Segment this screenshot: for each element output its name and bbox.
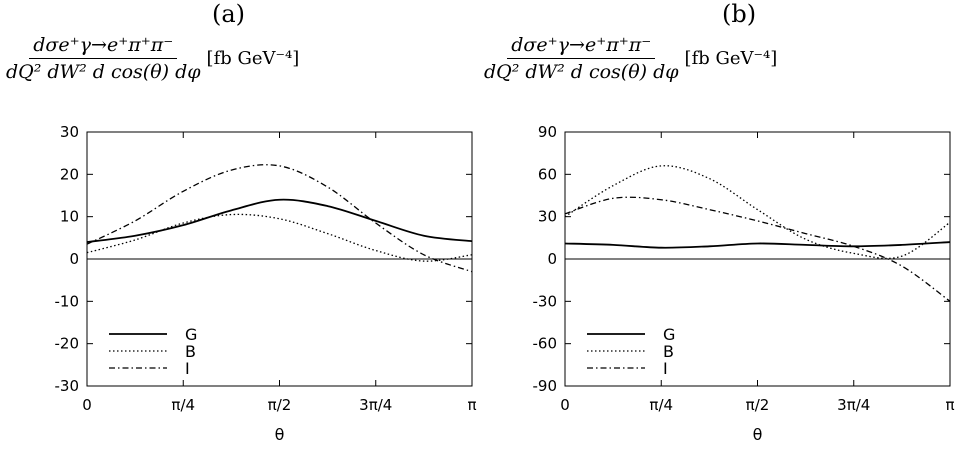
legend-label-i: I (185, 359, 190, 378)
y-axis-label-denominator: dQ² dW² d cos(θ) dφ (6, 61, 201, 83)
x-axis-label: θ (753, 425, 763, 444)
series-line-i (564, 196, 951, 302)
x-tick-label: 3π/4 (837, 396, 870, 414)
y-tick-label: 90 (538, 123, 557, 141)
series-line-g (86, 198, 473, 243)
x-tick-label: 0 (560, 396, 570, 414)
x-tick-label: π/2 (746, 396, 770, 414)
y-axis-label: dσe⁺γ→e⁺π⁺π⁻ dQ² dW² d cos(θ) dφ [fb GeV… (484, 34, 777, 83)
y-axis-unit: [fb GeV⁻⁴] (684, 48, 778, 69)
series-line-i (86, 164, 473, 273)
x-tick-label: π/4 (171, 396, 195, 414)
x-axis-label: θ (275, 425, 285, 444)
x-tick-label: π (467, 396, 476, 414)
series-line-b (86, 213, 473, 262)
y-tick-label: -90 (533, 377, 558, 395)
chart-panel-b: (b) dσe⁺γ→e⁺π⁺π⁻ dQ² dW² d cos(θ) dφ [fb… (478, 0, 956, 450)
y-tick-label: 30 (60, 123, 79, 141)
x-tick-label: 3π/4 (359, 396, 392, 414)
panel-label: (a) (212, 0, 246, 28)
y-tick-label: 60 (538, 165, 557, 183)
panel-label: (b) (722, 0, 757, 28)
y-axis-label-numerator: dσe⁺γ→e⁺π⁺π⁻ (29, 34, 178, 59)
series-line-b (564, 165, 951, 259)
legend-label-b: B (185, 342, 196, 361)
y-tick-label: -60 (533, 335, 558, 353)
x-tick-label: π/4 (649, 396, 673, 414)
chart-svg-a: -30 -20 -10 0 10 20 30 0 π/4 π/2 3π/4 π θ GBI (55, 123, 477, 444)
y-tick-label: 0 (547, 250, 557, 268)
chart-svg-b: -90 -60 -30 0 30 60 90 0 π/4 π/2 3π/4 π θ GBI (533, 123, 955, 444)
legend-label-g: G (663, 325, 675, 344)
y-axis-label: dσe⁺γ→e⁺π⁺π⁻ dQ² dW² d cos(θ) dφ [fb GeV… (6, 34, 299, 83)
y-tick-label: -20 (55, 335, 80, 353)
y-tick-label: -30 (55, 377, 80, 395)
legend-label-b: B (663, 342, 674, 361)
x-tick-label: 0 (82, 396, 92, 414)
series-line-g (564, 241, 951, 249)
y-axis-label-numerator: dσe⁺γ→e⁺π⁺π⁻ (507, 34, 656, 59)
y-tick-label: 30 (538, 208, 557, 226)
y-tick-label: -30 (533, 292, 558, 310)
y-tick-label: 10 (60, 208, 79, 226)
y-axis-label-denominator: dQ² dW² d cos(θ) dφ (484, 61, 679, 83)
y-axis-label-fraction: dσe⁺γ→e⁺π⁺π⁻ dQ² dW² d cos(θ) dφ (484, 34, 679, 83)
y-axis-unit: [fb GeV⁻⁴] (206, 48, 300, 69)
y-tick-label: -10 (55, 292, 80, 310)
legend-label-g: G (185, 325, 197, 344)
legend-label-i: I (663, 359, 668, 378)
chart-panel-a: (a) dσe⁺γ→e⁺π⁺π⁻ dQ² dW² d cos(θ) dφ [fb… (6, 0, 477, 444)
y-tick-label: 20 (60, 165, 79, 183)
y-tick-label: 0 (69, 250, 79, 268)
y-axis-label-fraction: dσe⁺γ→e⁺π⁺π⁻ dQ² dW² d cos(θ) dφ (6, 34, 201, 83)
x-tick-label: π/2 (268, 396, 292, 414)
x-tick-label: π (945, 396, 954, 414)
